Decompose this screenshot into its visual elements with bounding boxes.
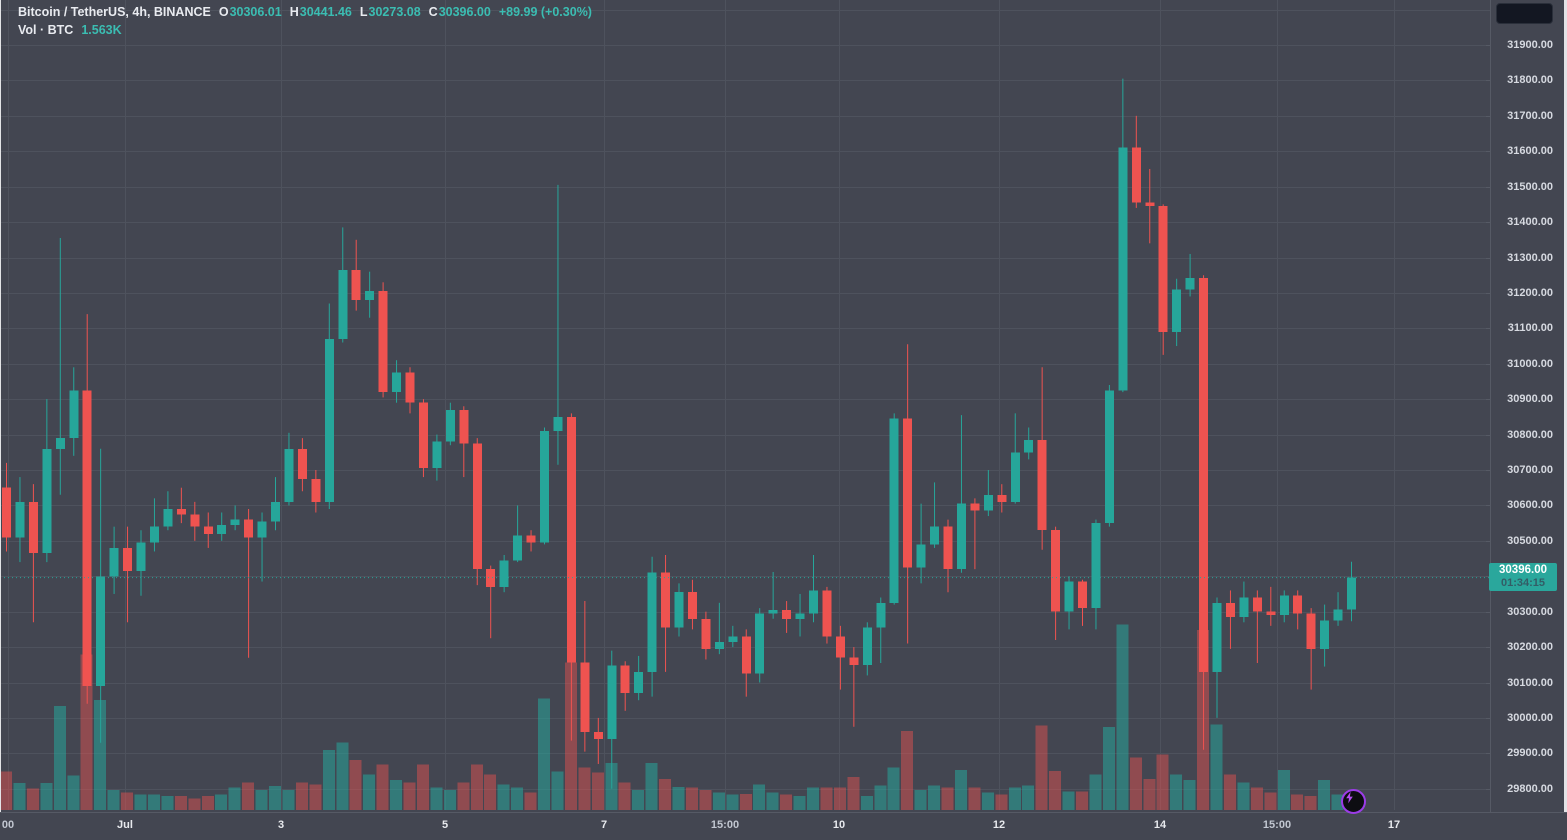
volume-label: Vol · BTC: [18, 23, 74, 37]
time-axis-label: 17: [1387, 819, 1401, 831]
time-axis-label: 00: [1, 819, 15, 831]
price-axis-label: 31200.00: [1507, 286, 1553, 299]
price-change: +89.99 (+0.30%): [498, 5, 592, 19]
price-axis-label: 29800.00: [1507, 782, 1553, 795]
time-axis-label: 14: [1153, 819, 1167, 831]
price-axis-label: 31900.00: [1507, 39, 1553, 51]
price-axis-label: 29900.00: [1507, 747, 1553, 760]
symbol-legend: Bitcoin / TetherUS, 4h, BINANCE O 30306.0…: [18, 5, 592, 19]
price-axis-label: 31000.00: [1507, 357, 1553, 370]
time-axis-label: 15:00: [1262, 819, 1292, 831]
left-window-edge: [0, 0, 1, 812]
volume-value: 1.563K: [81, 23, 122, 37]
price-axis-label: 31400.00: [1507, 216, 1553, 229]
symbol-title[interactable]: Bitcoin / TetherUS, 4h, BINANCE: [18, 5, 211, 19]
quick-action-button[interactable]: [1341, 789, 1366, 814]
bar-countdown: 01:34:15: [1500, 577, 1546, 589]
ohlc-low: L 30273.08: [359, 5, 421, 19]
price-axis-label: 31300.00: [1507, 251, 1553, 264]
price-axis-label: 30000.00: [1507, 711, 1553, 724]
time-axis-label: Jul: [117, 819, 133, 831]
price-axis-label: 31700.00: [1507, 109, 1553, 122]
price-axis-label: 30800.00: [1507, 428, 1553, 441]
ohlc-close: C 30396.00: [428, 5, 491, 19]
price-axis[interactable]: 31900.00 31800.00 31700.00 31600.00 31500.00…: [1491, 0, 1567, 812]
price-axis-label: 30600.00: [1507, 499, 1553, 512]
current-price-badge: 30396.00 01:34:15: [1489, 563, 1557, 591]
price-axis-label: 30100.00: [1507, 676, 1553, 689]
ohlc-open: O 30306.01: [218, 5, 282, 19]
volume-legend: Vol · BTC 1.563K: [18, 23, 122, 37]
price-axis-label: 30300.00: [1507, 605, 1553, 618]
price-axis-label: 30900.00: [1507, 393, 1553, 406]
time-axis-label: 7: [600, 819, 608, 831]
price-axis-label: 31600.00: [1507, 145, 1553, 158]
time-axis-label: 12: [992, 819, 1006, 831]
time-axis[interactable]: 00 Jul 3 5 7 15:00 10 12 14 15:00 17: [0, 812, 1567, 840]
right-window-edge: [1564, 0, 1567, 812]
price-axis-label: 31100.00: [1507, 322, 1553, 335]
ohlc-high: H 30441.46: [289, 5, 352, 19]
time-axis-label: 15:00: [710, 819, 740, 831]
time-axis-label: 10: [832, 819, 846, 831]
price-axis-label: 31500.00: [1507, 180, 1553, 193]
price-axis-label: 31800.00: [1507, 74, 1553, 87]
collapsed-panel-button[interactable]: [1496, 3, 1553, 24]
price-axis-label: 30500.00: [1507, 534, 1553, 547]
time-axis-label: 5: [441, 819, 449, 831]
price-axis-label: 30700.00: [1507, 464, 1553, 476]
current-price: 30396.00: [1499, 564, 1547, 576]
time-axis-label: 3: [277, 819, 285, 831]
lightning-icon: [1346, 791, 1353, 804]
price-axis-label: 30200.00: [1507, 641, 1553, 654]
